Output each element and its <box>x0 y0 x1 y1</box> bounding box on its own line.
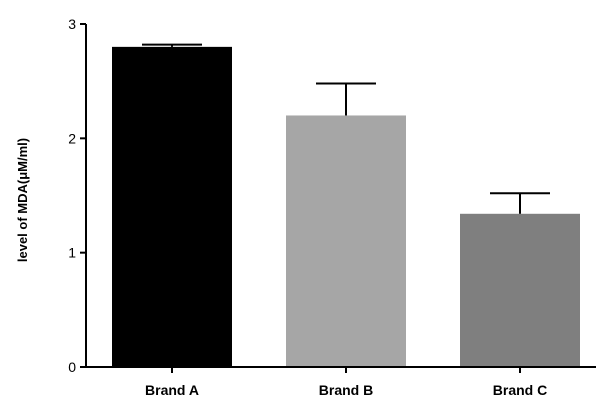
y-axis-label: level of MDA(μM/ml) <box>15 138 30 262</box>
error-bars-group <box>142 43 550 214</box>
y-tick-label: 0 <box>68 359 76 375</box>
y-tick-label: 3 <box>68 16 76 32</box>
x-tick-label: Brand A <box>145 382 199 398</box>
x-tick-label: Brand C <box>493 382 547 398</box>
y-tick-label: 1 <box>68 245 76 261</box>
bar-brand-b <box>286 115 406 367</box>
y-tick-label: 2 <box>68 130 76 146</box>
bar-brand-c <box>460 213 580 367</box>
bar-brand-a <box>112 46 232 367</box>
y-ticks-group: 0 1 2 3 <box>68 16 86 375</box>
x-ticks-group: Brand A Brand B Brand C <box>145 367 547 398</box>
x-tick-label: Brand B <box>319 382 373 398</box>
bars-group <box>112 46 580 367</box>
